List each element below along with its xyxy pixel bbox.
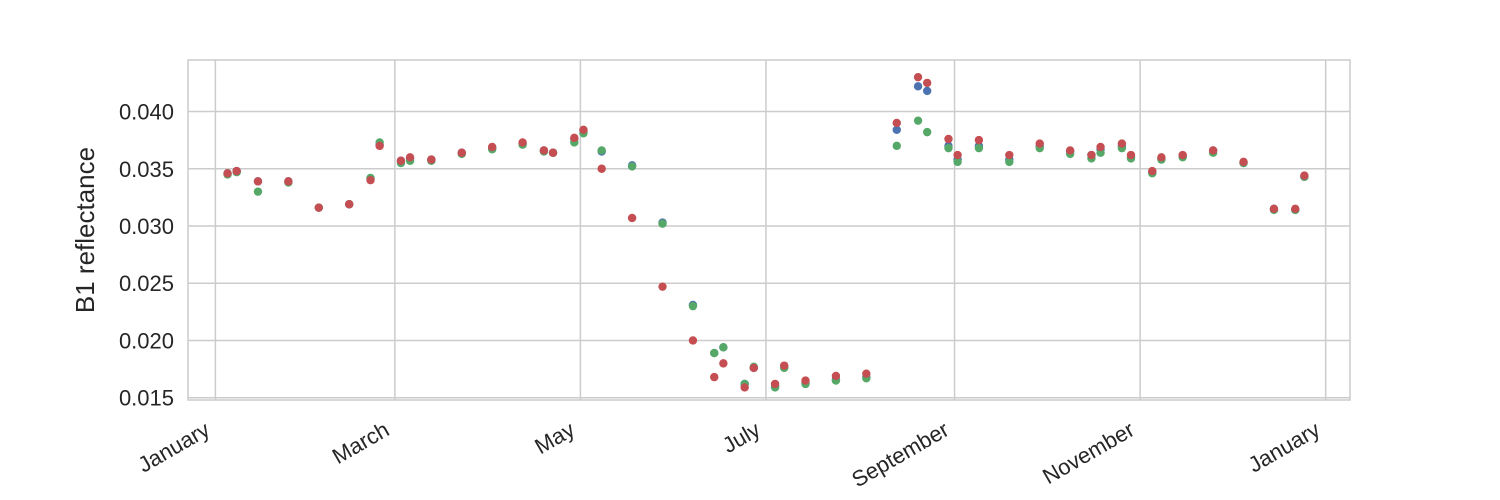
x-tick-label: January xyxy=(1244,417,1324,478)
data-point xyxy=(579,125,588,135)
data-point xyxy=(597,146,606,155)
y-tick-label: 0.015 xyxy=(119,386,174,411)
data-point xyxy=(570,133,579,143)
data-point xyxy=(913,72,923,82)
data-point xyxy=(405,153,415,162)
data-point xyxy=(1117,139,1127,148)
data-point xyxy=(862,369,871,378)
data-point xyxy=(740,383,749,392)
data-point xyxy=(974,135,984,145)
data-point xyxy=(223,169,232,178)
data-point xyxy=(1087,150,1096,160)
data-point xyxy=(1208,146,1218,155)
data-point xyxy=(597,164,606,173)
y-tick-label: 0.040 xyxy=(119,100,174,125)
data-point xyxy=(539,146,549,155)
data-point xyxy=(1005,150,1014,160)
x-tick-label: January xyxy=(134,417,214,478)
data-point xyxy=(749,363,758,373)
x-tick-label: March xyxy=(328,417,393,469)
data-point xyxy=(688,336,698,345)
data-point xyxy=(688,301,698,311)
data-point xyxy=(1157,153,1166,162)
data-point xyxy=(253,187,263,196)
data-point xyxy=(487,142,497,152)
data-point xyxy=(944,143,953,153)
data-point xyxy=(366,176,375,185)
data-point xyxy=(922,127,932,137)
data-point xyxy=(457,148,466,157)
data-point xyxy=(974,143,984,153)
data-point xyxy=(1126,150,1136,160)
data-point xyxy=(314,203,324,212)
data-point xyxy=(1148,166,1157,176)
x-tick-label: July xyxy=(718,417,764,458)
data-point xyxy=(831,371,841,381)
data-point xyxy=(1269,204,1279,214)
y-tick-label: 0.020 xyxy=(119,328,174,353)
data-point xyxy=(1096,142,1105,152)
data-point xyxy=(922,86,932,96)
data-point xyxy=(232,166,241,176)
data-point xyxy=(780,361,789,370)
data-point xyxy=(710,348,719,358)
data-point xyxy=(719,359,728,368)
data-point xyxy=(627,213,637,223)
series-2-points xyxy=(223,72,1309,392)
data-point xyxy=(944,134,953,144)
y-tick-label: 0.030 xyxy=(119,214,174,239)
data-point xyxy=(770,379,780,389)
data-point xyxy=(1035,139,1044,148)
plot-background xyxy=(187,59,1351,401)
x-tick-label: November xyxy=(1038,417,1138,489)
data-point xyxy=(953,157,962,167)
x-tick-label: May xyxy=(530,417,578,459)
data-point xyxy=(658,219,667,228)
y-tick-label: 0.035 xyxy=(119,157,174,182)
data-point xyxy=(658,282,667,291)
data-point xyxy=(396,156,406,165)
data-point xyxy=(253,177,263,186)
data-point xyxy=(1291,204,1300,214)
data-point xyxy=(892,125,901,135)
data-point xyxy=(953,150,962,160)
data-point xyxy=(710,372,719,382)
data-point xyxy=(913,82,923,91)
data-point xyxy=(548,148,558,157)
data-points xyxy=(223,72,1309,392)
data-point xyxy=(1300,171,1309,180)
data-point xyxy=(1065,146,1075,155)
data-point xyxy=(913,116,923,125)
data-point xyxy=(518,138,527,147)
data-point xyxy=(375,141,384,151)
y-axis-label: B1 reflectance xyxy=(70,147,100,313)
data-point xyxy=(284,177,293,186)
data-point xyxy=(345,200,354,209)
data-point xyxy=(892,118,901,128)
data-point xyxy=(427,155,436,164)
grid-lines xyxy=(188,60,1350,400)
data-point xyxy=(1239,157,1248,167)
y-tick-label: 0.025 xyxy=(119,271,174,296)
data-point xyxy=(801,376,810,385)
data-point xyxy=(892,141,901,151)
data-point xyxy=(1005,157,1014,167)
data-point xyxy=(922,78,932,88)
x-tick-label: September xyxy=(847,417,953,492)
data-point xyxy=(719,343,728,352)
data-point xyxy=(1178,150,1187,160)
data-point xyxy=(627,162,637,171)
